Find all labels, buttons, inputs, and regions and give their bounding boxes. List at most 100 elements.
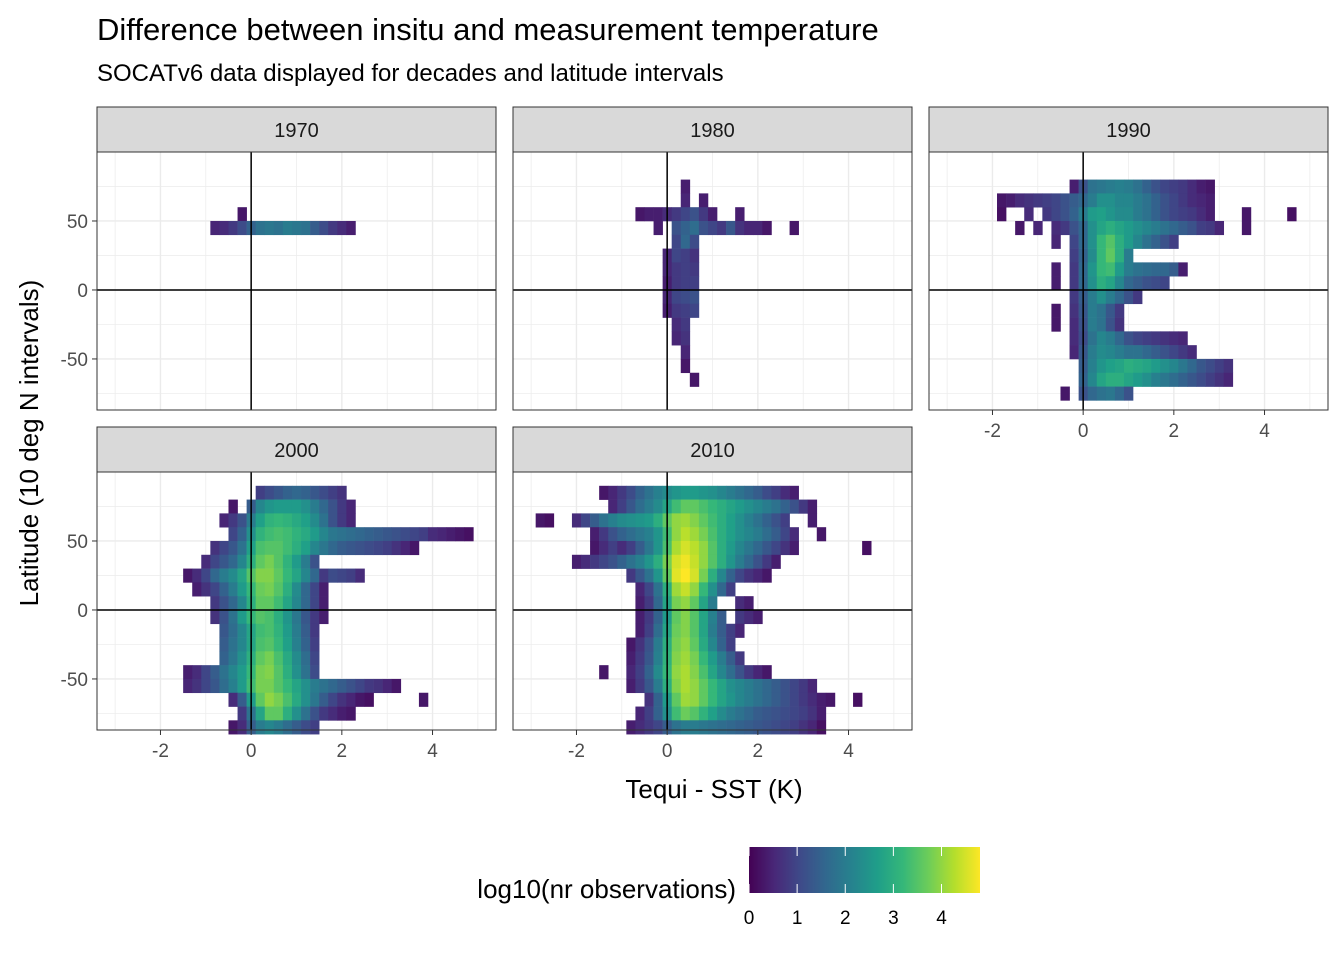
heatmap-cell bbox=[328, 499, 338, 514]
heatmap-cell bbox=[1133, 358, 1143, 374]
heatmap-cell bbox=[798, 692, 809, 707]
heatmap-cell bbox=[1096, 193, 1107, 208]
heatmap-cell bbox=[771, 499, 781, 514]
x-axis-title: Tequi - SST (K) bbox=[625, 774, 802, 804]
heatmap-cell bbox=[1142, 276, 1152, 291]
heatmap-cell bbox=[780, 527, 790, 542]
heatmap-cell bbox=[571, 554, 582, 569]
heatmap-cell bbox=[726, 485, 736, 500]
heatmap-cell bbox=[1069, 234, 1079, 249]
x-tick-label: 4 bbox=[427, 741, 438, 762]
heatmap-cell bbox=[753, 665, 763, 680]
heatmap-cell bbox=[418, 692, 429, 707]
heatmap-cell bbox=[762, 706, 772, 721]
heatmap-cell bbox=[707, 568, 718, 583]
heatmap-cell bbox=[400, 540, 411, 556]
heatmap-cell bbox=[680, 358, 691, 374]
heatmap-cell bbox=[346, 527, 356, 542]
heatmap-cell bbox=[689, 692, 700, 707]
heatmap-cell bbox=[1060, 220, 1070, 236]
heatmap-cell bbox=[671, 220, 682, 236]
heatmap-cell bbox=[1205, 220, 1215, 236]
heatmap-cell bbox=[762, 568, 772, 583]
heatmap-cell bbox=[762, 527, 772, 542]
heatmap-cell bbox=[653, 527, 663, 542]
heatmap-cell bbox=[653, 706, 663, 721]
heatmap-cell bbox=[807, 692, 818, 707]
facet-strip-label: 1990 bbox=[1106, 120, 1151, 142]
heatmap-cell bbox=[319, 485, 329, 500]
heatmap-cell bbox=[744, 568, 754, 583]
heatmap-cell bbox=[698, 665, 709, 680]
heatmap-cell bbox=[1114, 358, 1125, 374]
heatmap-cell bbox=[183, 665, 193, 680]
facet-strip-label: 2010 bbox=[690, 440, 735, 462]
x-tick-label: 2 bbox=[337, 741, 348, 762]
heatmap-cell bbox=[717, 540, 727, 556]
heatmap-cell bbox=[310, 623, 320, 638]
heatmap-cell bbox=[753, 568, 763, 583]
heatmap-cell bbox=[364, 540, 374, 556]
heatmap-cell bbox=[680, 554, 691, 569]
heatmap-cell bbox=[653, 485, 663, 500]
heatmap-cell bbox=[635, 637, 645, 652]
heatmap-cell bbox=[744, 220, 754, 236]
panel-border bbox=[512, 151, 913, 411]
heatmap-cell bbox=[282, 554, 293, 569]
heatmap-cell bbox=[1142, 234, 1152, 249]
heatmap-cell bbox=[255, 637, 266, 652]
heatmap-cell bbox=[1123, 179, 1134, 194]
heatmap-cell bbox=[1178, 372, 1188, 387]
heatmap-cell bbox=[635, 609, 645, 625]
heatmap-cell bbox=[1087, 207, 1098, 222]
heatmap-cell bbox=[264, 609, 275, 625]
heatmap-cell bbox=[653, 596, 663, 611]
heatmap-cell bbox=[1105, 289, 1116, 305]
heatmap-cell bbox=[373, 527, 383, 542]
heatmap-cell bbox=[626, 513, 636, 528]
heatmap-cell bbox=[653, 665, 663, 680]
heatmap-cell bbox=[228, 540, 238, 556]
heatmap-cell bbox=[291, 651, 302, 666]
x-tick-label: -2 bbox=[568, 741, 585, 762]
heatmap-cell bbox=[726, 651, 736, 666]
x-tick-label: -2 bbox=[984, 421, 1001, 442]
heatmap-cell bbox=[255, 706, 266, 721]
heatmap-cell bbox=[626, 540, 636, 556]
heatmap-cell bbox=[282, 499, 293, 514]
heatmap-cell bbox=[671, 248, 682, 263]
heatmap-cell bbox=[717, 678, 727, 694]
heatmap-cell bbox=[653, 582, 663, 597]
heatmap-cell bbox=[301, 527, 311, 542]
heatmap-cell bbox=[717, 720, 727, 735]
heatmap-cell bbox=[735, 527, 745, 542]
heatmap-cell bbox=[635, 513, 645, 528]
heatmap-cell bbox=[680, 513, 691, 528]
heatmap-cell bbox=[301, 596, 311, 611]
heatmap-cell bbox=[355, 692, 365, 707]
heatmap-cell bbox=[635, 485, 645, 500]
heatmap-cell bbox=[753, 527, 763, 542]
heatmap-cell bbox=[1160, 372, 1170, 387]
facet-strip bbox=[512, 106, 913, 153]
heatmap-cells bbox=[183, 485, 474, 735]
heatmap-cell bbox=[1151, 372, 1161, 387]
heatmap-cell bbox=[735, 540, 745, 556]
heatmap-cell bbox=[735, 623, 745, 638]
heatmap-cell bbox=[753, 678, 763, 694]
heatmap-cell bbox=[1178, 220, 1188, 236]
heatmap-cell bbox=[1123, 289, 1134, 305]
heatmap-cell bbox=[753, 220, 763, 236]
heatmap-cell bbox=[1160, 220, 1170, 236]
heatmap-cell bbox=[219, 540, 229, 556]
heatmap-cell bbox=[1123, 234, 1134, 249]
legend-tick-label: 0 bbox=[744, 908, 755, 929]
heatmap-cell bbox=[1114, 234, 1125, 249]
heatmap-cell bbox=[346, 513, 356, 528]
heatmap-cell bbox=[680, 582, 691, 597]
heatmap-cell bbox=[689, 513, 700, 528]
heatmap-cell bbox=[671, 596, 682, 611]
heatmap-cell bbox=[1123, 372, 1134, 387]
heatmap-cell bbox=[608, 527, 618, 542]
